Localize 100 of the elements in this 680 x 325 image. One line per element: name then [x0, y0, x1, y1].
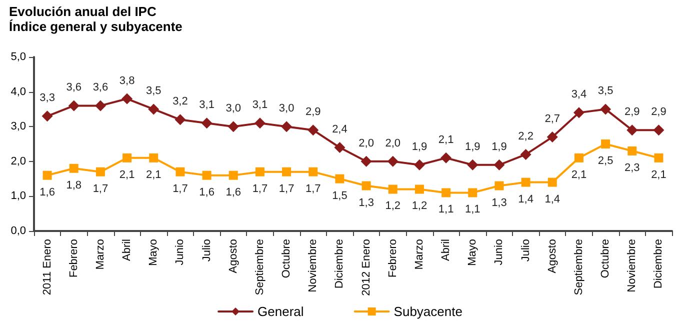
x-tick-label: Febrero — [68, 239, 80, 278]
data-label: 1,9 — [492, 140, 507, 153]
point — [414, 184, 424, 194]
point — [94, 100, 106, 112]
y-tick-label: 3,0 — [10, 120, 26, 133]
data-label: 1,6 — [40, 186, 55, 198]
x-tick-label: Septiembre — [572, 239, 585, 296]
data-label: 2,3 — [624, 162, 640, 174]
point — [387, 156, 398, 167]
data-label: 3,1 — [199, 99, 214, 112]
point — [174, 114, 186, 126]
point — [468, 188, 478, 198]
point — [573, 107, 584, 118]
data-label: 2,1 — [146, 168, 162, 181]
x-tick-label: Junio — [493, 239, 506, 266]
point — [442, 188, 451, 198]
data-label: 3,1 — [252, 99, 268, 112]
data-label: 1,2 — [412, 200, 428, 212]
x-tick-label: Octubre — [280, 239, 293, 278]
point — [96, 167, 105, 176]
x-tick-label: Febrero — [386, 239, 399, 278]
legend-label: General — [258, 304, 304, 319]
point — [281, 121, 292, 132]
x-tick-label: 2012 Enero — [360, 239, 372, 296]
point — [335, 174, 344, 184]
point — [601, 140, 610, 148]
data-label: 2,9 — [651, 106, 666, 118]
data-label: 1,7 — [252, 182, 268, 195]
point — [574, 153, 584, 162]
x-tick-label: Agosto — [546, 239, 558, 274]
point — [122, 93, 133, 104]
data-label: 3,2 — [172, 96, 188, 108]
data-label: 3,6 — [66, 82, 82, 94]
data-label: 1,3 — [492, 196, 507, 209]
data-label: 1,5 — [332, 190, 348, 202]
data-label: 2,1 — [119, 168, 135, 181]
data-label: 1,7 — [92, 182, 108, 195]
point — [414, 159, 425, 170]
y-tick-label: 4,0 — [10, 86, 26, 98]
x-tick-label: Noviembre — [307, 239, 320, 292]
data-label: 1,8 — [66, 179, 82, 192]
x-tick-label: Septiembre — [254, 239, 266, 296]
x-tick-label: Marzo — [94, 239, 106, 270]
point — [149, 153, 158, 162]
legend-label: Subyacente — [394, 304, 462, 319]
data-label: 3,4 — [571, 88, 587, 101]
data-label: 2,0 — [385, 137, 401, 150]
point — [228, 170, 238, 180]
data-label: 1,4 — [518, 193, 534, 206]
data-label: 2,2 — [518, 130, 534, 142]
data-label: 1,9 — [464, 140, 480, 153]
point — [308, 124, 319, 136]
data-label: 1,7 — [172, 182, 188, 195]
x-tick-label: Junio — [174, 239, 186, 266]
data-label: 1,6 — [226, 186, 242, 198]
data-label: 3,3 — [40, 92, 55, 104]
y-tick-label: 0,0 — [10, 225, 26, 237]
x-tick-label: Julio — [520, 239, 532, 262]
point — [653, 124, 664, 136]
point — [360, 156, 372, 167]
point — [628, 146, 637, 156]
chart-title: Evolución anual del IPC — [9, 4, 157, 19]
data-label: 1,7 — [278, 182, 294, 195]
data-label: 3,8 — [119, 74, 135, 87]
data-label: 2,1 — [571, 168, 587, 181]
point — [440, 152, 452, 164]
x-tick-label: Mayo — [466, 239, 479, 266]
point — [388, 184, 398, 194]
point — [334, 142, 346, 153]
point — [626, 124, 638, 136]
x-tick-label: Diciembre — [334, 239, 346, 289]
point — [176, 167, 185, 176]
data-label: 2,0 — [358, 137, 374, 150]
data-label: 1,1 — [464, 204, 480, 216]
data-label: 2,1 — [438, 134, 454, 146]
x-tick-label: Noviembre — [626, 239, 638, 292]
point — [282, 167, 292, 176]
x-tick-label: Octubre — [600, 239, 612, 278]
point — [654, 153, 664, 162]
x-tick-label: Abril — [440, 239, 452, 262]
data-label: 3,5 — [146, 85, 162, 98]
point — [228, 121, 239, 132]
x-tick-label: Julio — [200, 239, 213, 262]
point — [42, 170, 52, 180]
data-label: 1,6 — [199, 186, 214, 198]
data-label: 1,2 — [385, 200, 401, 212]
point — [494, 181, 504, 190]
data-label: 3,0 — [226, 102, 242, 115]
y-tick-label: 2,0 — [10, 155, 26, 168]
point — [202, 170, 212, 180]
point — [494, 159, 505, 170]
point — [467, 159, 478, 170]
point — [255, 167, 264, 176]
y-tick-label: 5,0 — [10, 51, 26, 63]
data-label: 2,7 — [544, 113, 560, 126]
data-label: 1,1 — [438, 204, 454, 216]
point — [42, 110, 53, 122]
point — [201, 118, 212, 129]
point — [600, 104, 612, 115]
data-label: 1,9 — [412, 140, 428, 153]
